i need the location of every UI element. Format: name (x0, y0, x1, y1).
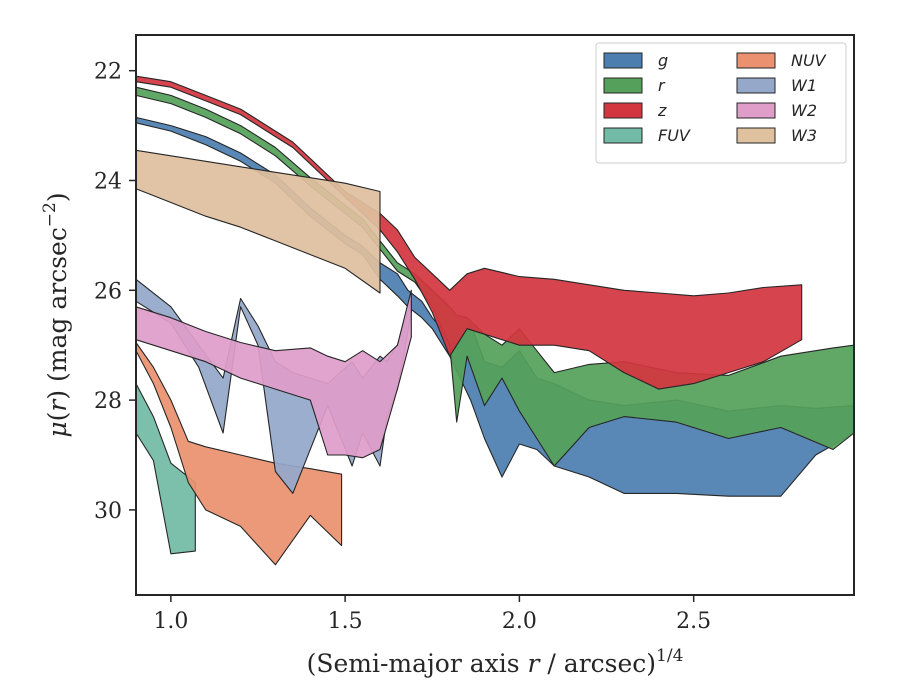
y-tick-label: 30 (94, 499, 122, 524)
y-tick-label: 22 (94, 60, 122, 85)
legend-swatch (736, 52, 776, 69)
legend-swatch (603, 127, 643, 144)
legend: grz FUV NUV W1 W2 W3 (595, 42, 847, 164)
x-tick-label: 2.0 (502, 609, 537, 634)
series-layer (135, 75, 855, 566)
series-band-fuv (135, 383, 196, 555)
legend-label: W2 (791, 101, 817, 120)
legend-box (595, 42, 847, 164)
legend-swatch (603, 52, 643, 69)
axes-ticks: 1.0 1.5 2.0 2.5 22 24 26 28 30 (94, 60, 711, 634)
legend-label: W1 (791, 76, 817, 95)
x-tick-label: 1.5 (328, 609, 363, 634)
y-axis-label: μ(r) (mag arcsec−2) (40, 192, 72, 437)
legend-swatch (736, 102, 776, 119)
legend-label: FUV (658, 126, 691, 145)
x-tick-label: 1.0 (153, 609, 188, 634)
y-tick-label: 26 (94, 279, 122, 304)
legend-label: r (658, 76, 666, 95)
legend-label: W3 (791, 126, 817, 145)
y-tick-label: 28 (94, 389, 122, 414)
series-band-w2 (135, 289, 412, 459)
x-tick-label: 2.5 (676, 609, 711, 634)
plot-frame (135, 34, 855, 596)
y-tick-label: 24 (94, 169, 122, 194)
legend-label: NUV (791, 51, 827, 70)
legend-label: g (658, 51, 668, 70)
x-axis-label: (Semi-major axis r / arcsec)1/4 (307, 646, 684, 678)
legend-swatch (736, 77, 776, 94)
legend-swatch (603, 102, 643, 119)
series-band-w3 (135, 149, 381, 294)
legend-swatch (603, 77, 643, 94)
legend-swatch (736, 127, 776, 144)
legend-label: z (657, 101, 667, 120)
series-band-nuv (135, 341, 343, 566)
